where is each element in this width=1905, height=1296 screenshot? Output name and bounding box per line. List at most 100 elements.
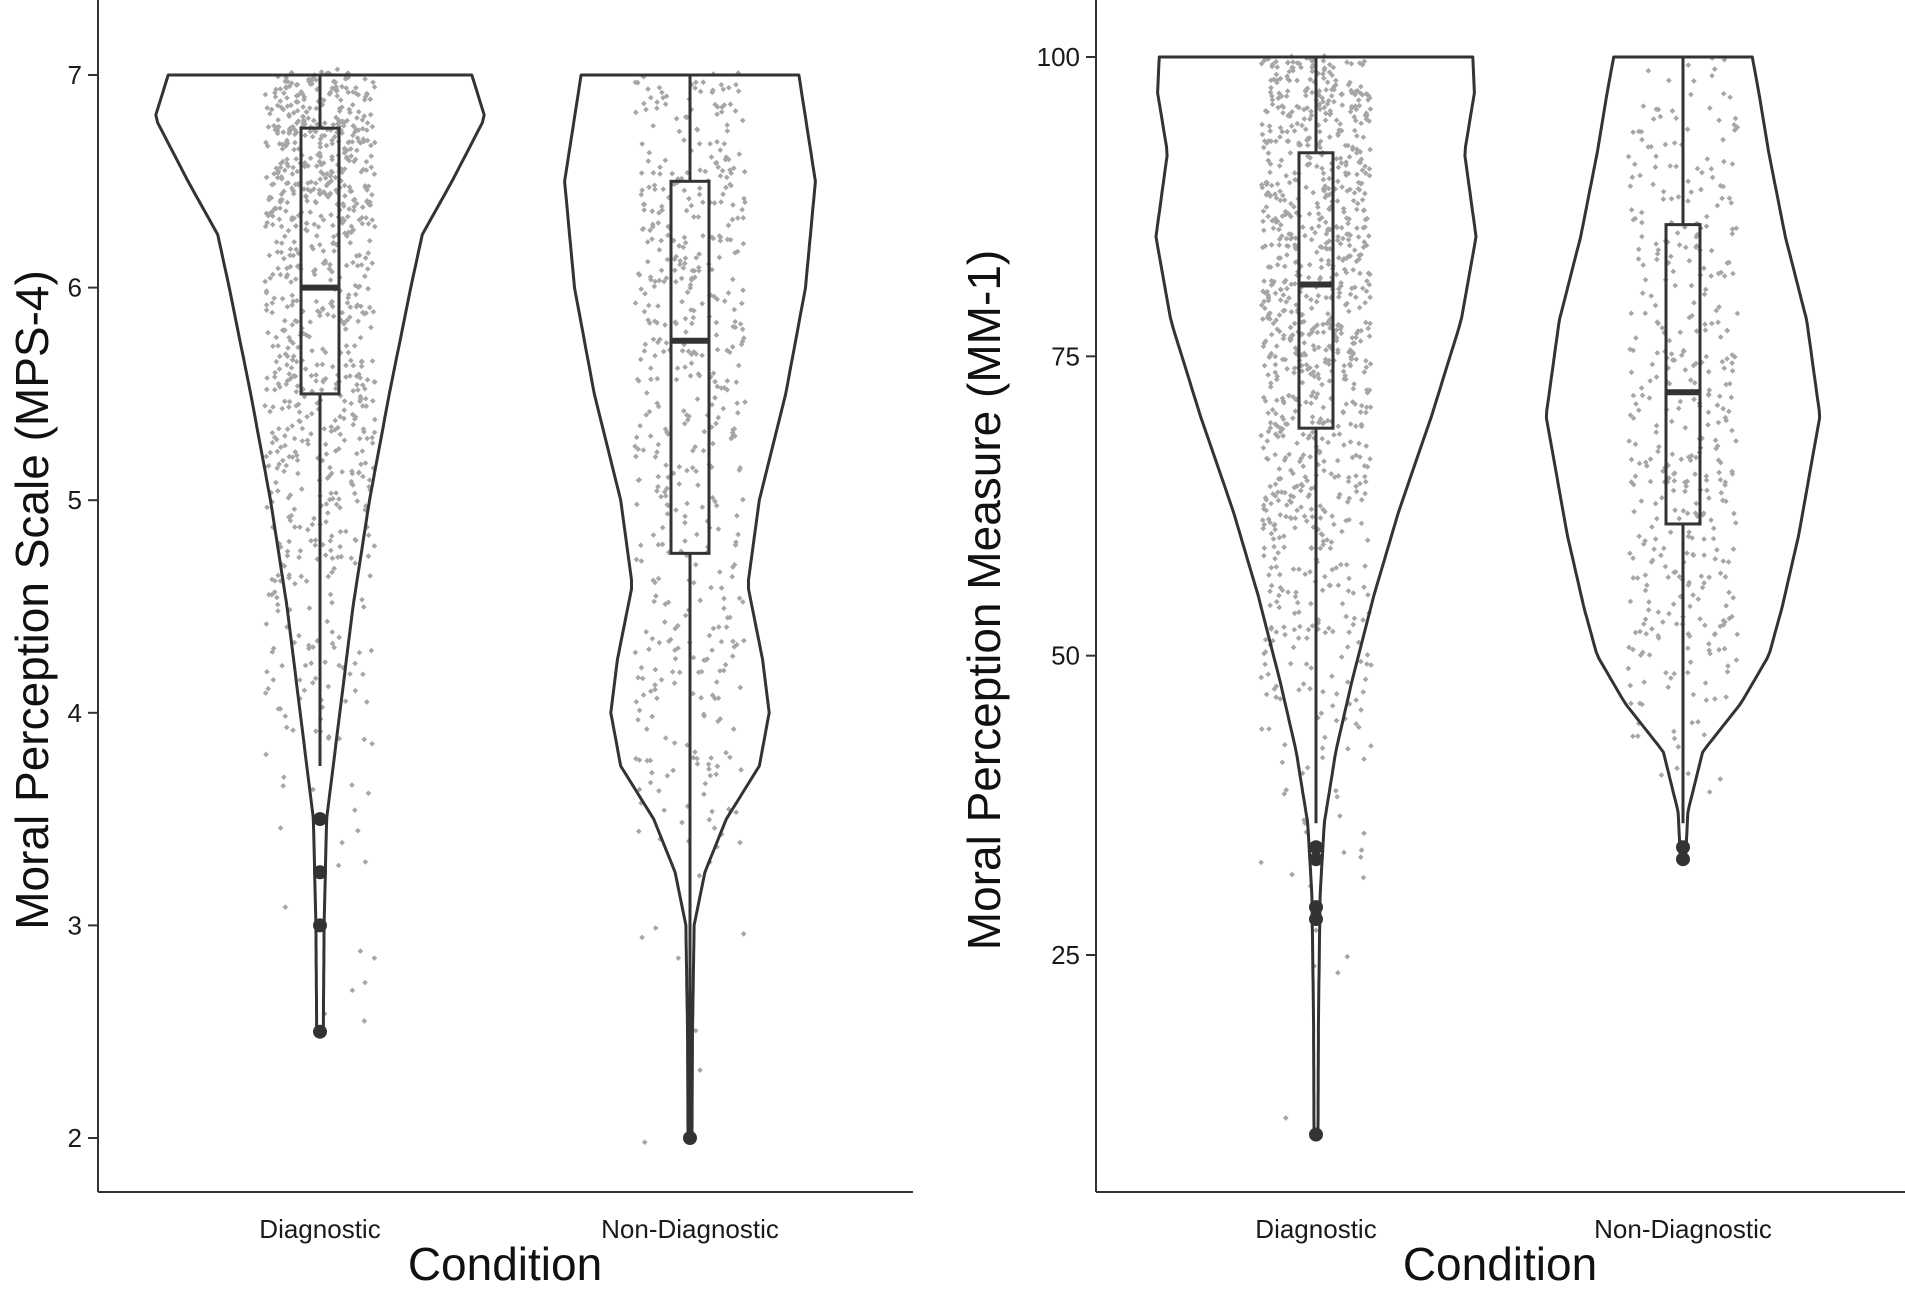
jitter-point: [274, 601, 281, 608]
jitter-point: [1280, 433, 1287, 439]
jitter-point: [1663, 669, 1669, 676]
jitter-point: [1353, 258, 1360, 265]
jitter-point: [1709, 174, 1716, 181]
jitter-point: [332, 427, 338, 433]
jitter-point: [322, 375, 329, 382]
jitter-point: [1287, 660, 1294, 667]
jitter-point: [699, 199, 706, 206]
jitter-point: [362, 386, 368, 392]
jitter-point: [368, 164, 375, 171]
jitter-point: [1639, 136, 1645, 143]
jitter-point: [328, 490, 334, 497]
jitter-point: [1640, 541, 1647, 547]
jitter-point: [737, 684, 744, 691]
jitter-point: [1642, 587, 1649, 594]
jitter-point: [1729, 468, 1735, 475]
jitter-point: [292, 131, 298, 138]
jitter-point: [1639, 290, 1646, 296]
jitter-point: [1323, 86, 1329, 93]
jitter-point: [287, 492, 294, 498]
jitter-point: [1351, 127, 1358, 134]
jitter-point: [269, 576, 275, 583]
jitter-point: [1362, 478, 1369, 485]
jitter-point: [337, 413, 343, 420]
jitter-point: [359, 382, 366, 388]
jitter-point: [634, 501, 640, 508]
jitter-point: [1353, 356, 1360, 363]
jitter-point: [709, 266, 715, 273]
jitter-point: [735, 531, 741, 538]
jitter-point: [1283, 172, 1290, 179]
jitter-point: [1326, 625, 1332, 632]
jitter-point: [1316, 419, 1322, 426]
jitter-point: [311, 221, 318, 228]
jitter-point: [1321, 419, 1327, 426]
jitter-point: [286, 572, 293, 578]
jitter-point: [1710, 535, 1717, 542]
jitter-point: [1629, 174, 1636, 181]
jitter-point: [700, 232, 706, 239]
jitter-point: [1363, 288, 1370, 294]
jitter-point: [371, 139, 378, 146]
jitter-point: [1355, 179, 1362, 186]
jitter-point: [723, 624, 730, 631]
jitter-point: [338, 118, 345, 125]
jitter-point: [324, 618, 331, 625]
jitter-point: [338, 553, 345, 560]
jitter-point: [284, 160, 290, 167]
jitter-point: [711, 825, 718, 831]
jitter-point: [1337, 813, 1343, 819]
jitter-point: [354, 498, 361, 504]
jitter-point: [354, 115, 360, 121]
jitter-point: [1724, 669, 1731, 675]
jitter-point: [1324, 536, 1330, 543]
jitter-point: [1306, 211, 1313, 217]
jitter-point: [1307, 685, 1313, 692]
jitter-point: [1318, 710, 1325, 717]
jitter-point: [1260, 445, 1267, 451]
jitter-point: [1702, 680, 1709, 686]
jitter-point: [1649, 524, 1655, 530]
jitter-point: [716, 569, 723, 575]
jitter-point: [369, 191, 375, 198]
jitter-point: [1693, 500, 1700, 507]
jitter-point: [301, 159, 308, 166]
jitter-point: [1265, 428, 1272, 435]
jitter-point: [274, 174, 281, 181]
jitter-point: [345, 292, 352, 298]
jitter-point: [1637, 172, 1643, 179]
jitter-point: [306, 333, 313, 340]
jitter-point: [1272, 481, 1279, 488]
jitter-point: [647, 433, 654, 439]
jitter-point: [1652, 302, 1659, 309]
jitter-point: [290, 164, 296, 171]
jitter-point: [1365, 592, 1371, 598]
jitter-point: [1672, 507, 1678, 514]
jitter-point: [643, 629, 650, 635]
jitter-point: [1276, 226, 1282, 233]
jitter-point: [649, 208, 656, 214]
jitter-point: [1282, 631, 1288, 638]
jitter-point: [1279, 395, 1286, 402]
jitter-point: [1350, 351, 1356, 358]
jitter-point: [352, 660, 358, 667]
jitter-point: [369, 440, 376, 446]
jitter-point: [1706, 641, 1712, 647]
jitter-point: [1635, 256, 1642, 262]
jitter-point: [1296, 566, 1302, 573]
jitter-point: [349, 138, 356, 145]
jitter-point: [690, 690, 696, 697]
jitter-point: [281, 255, 287, 262]
jitter-point: [647, 227, 653, 234]
jitter-point: [658, 203, 665, 210]
jitter-point: [1290, 470, 1296, 477]
jitter-point: [682, 315, 689, 322]
jitter-point: [718, 385, 725, 391]
jitter-point: [1274, 79, 1280, 86]
jitter-point: [1281, 741, 1288, 748]
jitter-point: [1725, 559, 1732, 565]
jitter-point: [651, 318, 658, 325]
violins: [154, 66, 817, 1146]
jitter-point: [1286, 451, 1293, 458]
